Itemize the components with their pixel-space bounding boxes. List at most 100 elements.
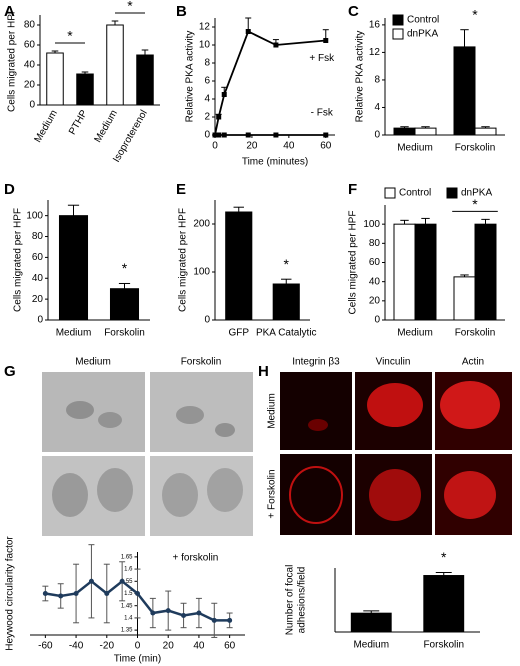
y-tick-label: 1.4 <box>124 615 133 621</box>
legend-swatch <box>392 28 404 40</box>
panel-label: A <box>4 3 15 20</box>
cell <box>66 401 94 419</box>
marker <box>245 132 251 138</box>
series-label: - Fsk <box>311 108 334 119</box>
y-tick-label: 0 <box>374 130 380 141</box>
marker <box>135 591 140 596</box>
cell <box>176 406 204 424</box>
g-images: Medium Forskolin <box>42 357 253 536</box>
y-tick-label: 20 <box>369 295 381 306</box>
panel-label: D <box>4 181 15 198</box>
legend-swatch <box>446 187 458 199</box>
bar <box>106 24 124 106</box>
legend-label: Control <box>407 15 439 26</box>
x-tick-label: Forskolin <box>104 328 145 339</box>
series-label: + Fsk <box>309 53 335 64</box>
bar <box>393 223 416 321</box>
y-tick-label: 1.5 <box>124 591 133 597</box>
annotation: * <box>127 0 133 14</box>
legend-label: Control <box>399 188 431 199</box>
y-tick-label: 8 <box>374 75 380 86</box>
image-column-label: Integrin β3 <box>292 357 340 368</box>
marker <box>273 42 279 48</box>
annotation: * <box>472 196 478 212</box>
y-tick-label: 100 <box>193 267 210 278</box>
marker <box>221 132 227 138</box>
x-tick-label: 60 <box>320 141 332 152</box>
marker <box>227 617 233 623</box>
y-tick-label: 0 <box>204 315 210 326</box>
bar <box>414 223 437 321</box>
x-tick-label: Forskolin <box>455 143 496 154</box>
x-tick-label: 0 <box>212 141 218 152</box>
y-axis-label: Cells migrated per HPF <box>13 208 24 312</box>
y-axis-label: Relative PKA activity <box>355 31 366 123</box>
marker <box>119 578 125 584</box>
y-axis-label: Number of focal <box>285 565 296 636</box>
marker <box>216 114 222 120</box>
y-tick-label: 6 <box>204 76 210 87</box>
x-axis-label: Time (min) <box>114 654 161 665</box>
marker <box>216 132 222 138</box>
marker <box>42 591 48 596</box>
y-axis-label: Heywood circularity factor <box>5 536 16 651</box>
y-tick-label: 40 <box>369 276 381 287</box>
marker <box>196 610 202 616</box>
x-tick-label: -40 <box>69 641 84 652</box>
x-tick-label: PTHP <box>67 108 90 137</box>
bar <box>453 46 476 136</box>
annotation: + forskolin <box>173 553 219 564</box>
y-tick-label: 1.35 <box>121 628 133 634</box>
image-row-label: Medium <box>267 393 278 429</box>
y-tick-label: 2 <box>204 112 210 123</box>
y-tick-label: 12 <box>369 47 381 58</box>
y-tick-label: 0 <box>374 315 380 326</box>
marker <box>150 610 156 616</box>
marker <box>323 132 329 138</box>
y-axis-label: Cells migrated per HPF <box>7 8 18 112</box>
marker <box>104 591 110 596</box>
bar <box>46 52 64 106</box>
bar <box>225 211 253 321</box>
marker <box>181 612 187 618</box>
cell <box>289 466 343 524</box>
y-tick-label: 16 <box>369 20 381 31</box>
image-row-label: + Forskolin <box>267 469 278 518</box>
panel-label: H <box>258 363 269 380</box>
bar <box>136 54 154 106</box>
cell <box>215 423 235 437</box>
y-tick-label: 60 <box>24 40 36 51</box>
y-tick-label: 1.55 <box>121 579 133 585</box>
image-column-label: Vinculin <box>376 357 411 368</box>
bar <box>58 215 89 321</box>
panel-label: E <box>176 181 186 198</box>
marker <box>212 132 218 138</box>
marker <box>273 132 279 138</box>
panel-label: B <box>176 3 187 20</box>
y-tick-label: 1.45 <box>121 603 133 609</box>
image-column-label: Actin <box>462 357 484 368</box>
y-axis-label: Relative PKA activity <box>185 31 196 123</box>
cell <box>207 468 243 512</box>
cell <box>440 381 500 429</box>
bar <box>393 127 416 136</box>
annotation: * <box>284 256 290 272</box>
x-tick-label: PKA Catalytic <box>256 328 317 339</box>
panel-label: G <box>4 363 16 380</box>
marker <box>88 578 94 584</box>
bar <box>414 127 437 136</box>
x-tick-label: Medium <box>56 328 92 339</box>
y-tick-label: 60 <box>369 257 381 268</box>
x-tick-label: 20 <box>163 641 175 652</box>
marker <box>211 617 217 623</box>
y-tick-label: 200 <box>193 219 210 230</box>
y-tick-label: 80 <box>24 20 36 31</box>
y-tick-label: 20 <box>32 294 44 305</box>
bar <box>423 575 465 633</box>
x-tick-label: 0 <box>135 641 141 652</box>
cell <box>98 412 122 428</box>
y-axis-label: Cells migrated per HPF <box>348 211 359 315</box>
y-tick-label: 0 <box>29 100 35 111</box>
cell <box>97 468 133 512</box>
x-tick-label: Medium <box>397 328 433 339</box>
